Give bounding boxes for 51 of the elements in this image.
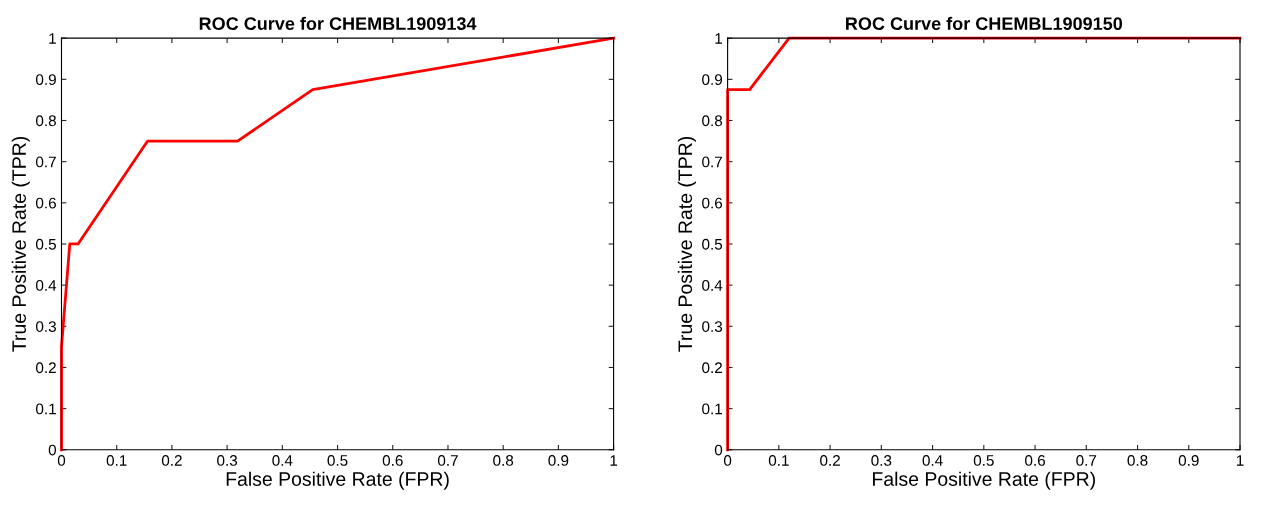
y-tick-label: 0.4 xyxy=(35,280,57,291)
chart-title: ROC Curve for CHEMBL1909150 xyxy=(846,16,1123,31)
y-axis-title: True Positive Rate (TPR) xyxy=(11,136,30,352)
x-tick-label: 0.9 xyxy=(548,455,569,466)
x-tick-label: 0.3 xyxy=(217,455,238,466)
x-tick-label: 0.5 xyxy=(327,455,348,466)
y-tick-label: 1 xyxy=(715,33,722,44)
x-tick-label: 0.5 xyxy=(973,455,994,466)
x-tick-label: 0.7 xyxy=(1076,455,1097,466)
y-tick-label: 0 xyxy=(48,444,57,456)
x-tick-label: 0 xyxy=(723,455,732,466)
x-tick-label: 0.3 xyxy=(871,455,892,466)
x-tick-label: 0.9 xyxy=(1178,455,1199,466)
x-tick-label: 0.7 xyxy=(437,455,458,466)
y-tick-label: 0.7 xyxy=(702,156,722,168)
y-tick-label: 0.8 xyxy=(35,115,56,127)
x-tick-label: 0.4 xyxy=(922,455,943,466)
y-tick-label: 1 xyxy=(49,33,56,44)
y-tick-label: 0.6 xyxy=(35,197,56,209)
y-tick-label: 0.8 xyxy=(702,115,723,127)
chart-title: ROC Curve for CHEMBL1909134 xyxy=(199,16,477,31)
x-tick-label: 0.1 xyxy=(768,455,789,466)
y-tick-label: 0.9 xyxy=(35,74,56,86)
y-tick-label: 0.7 xyxy=(35,156,56,168)
x-axis-title: False Positive Rate (FPR) xyxy=(226,471,449,490)
y-tick-label: 0.6 xyxy=(702,197,723,209)
y-tick-label: 0.2 xyxy=(35,362,56,374)
x-axis-title: False Positive Rate (FPR) xyxy=(873,471,1095,490)
y-tick-label: 0.5 xyxy=(702,238,723,250)
x-tick-label: 1 xyxy=(1236,455,1244,466)
x-tick-label: 0 xyxy=(57,455,66,466)
y-tick-label: 0.3 xyxy=(702,321,723,332)
y-tick-label: 0.3 xyxy=(35,321,56,332)
x-tick-label: 0.4 xyxy=(272,455,293,466)
x-tick-label: 0.1 xyxy=(106,455,127,466)
x-tick-label: 0.2 xyxy=(161,455,182,466)
x-tick-label: 1 xyxy=(610,455,618,466)
x-tick-label: 0.6 xyxy=(382,455,403,466)
x-tick-label: 0.2 xyxy=(820,455,840,466)
y-tick-label: 0.1 xyxy=(35,403,56,415)
line-series xyxy=(60,36,615,452)
y-tick-label: 0.1 xyxy=(702,403,722,415)
y-tick-label: 0.2 xyxy=(702,362,722,374)
x-tick-label: 0.6 xyxy=(1025,455,1045,466)
x-tick-label: 0.8 xyxy=(1127,455,1148,466)
x-tick-label: 0.8 xyxy=(493,455,514,466)
y-tick-label: 0.9 xyxy=(702,74,723,86)
y-tick-label: 0 xyxy=(714,444,723,456)
y-tick-label: 0.5 xyxy=(35,238,56,250)
y-tick-label: 0.4 xyxy=(702,280,723,291)
y-axis-title: True Positive Rate (TPR) xyxy=(677,136,696,352)
